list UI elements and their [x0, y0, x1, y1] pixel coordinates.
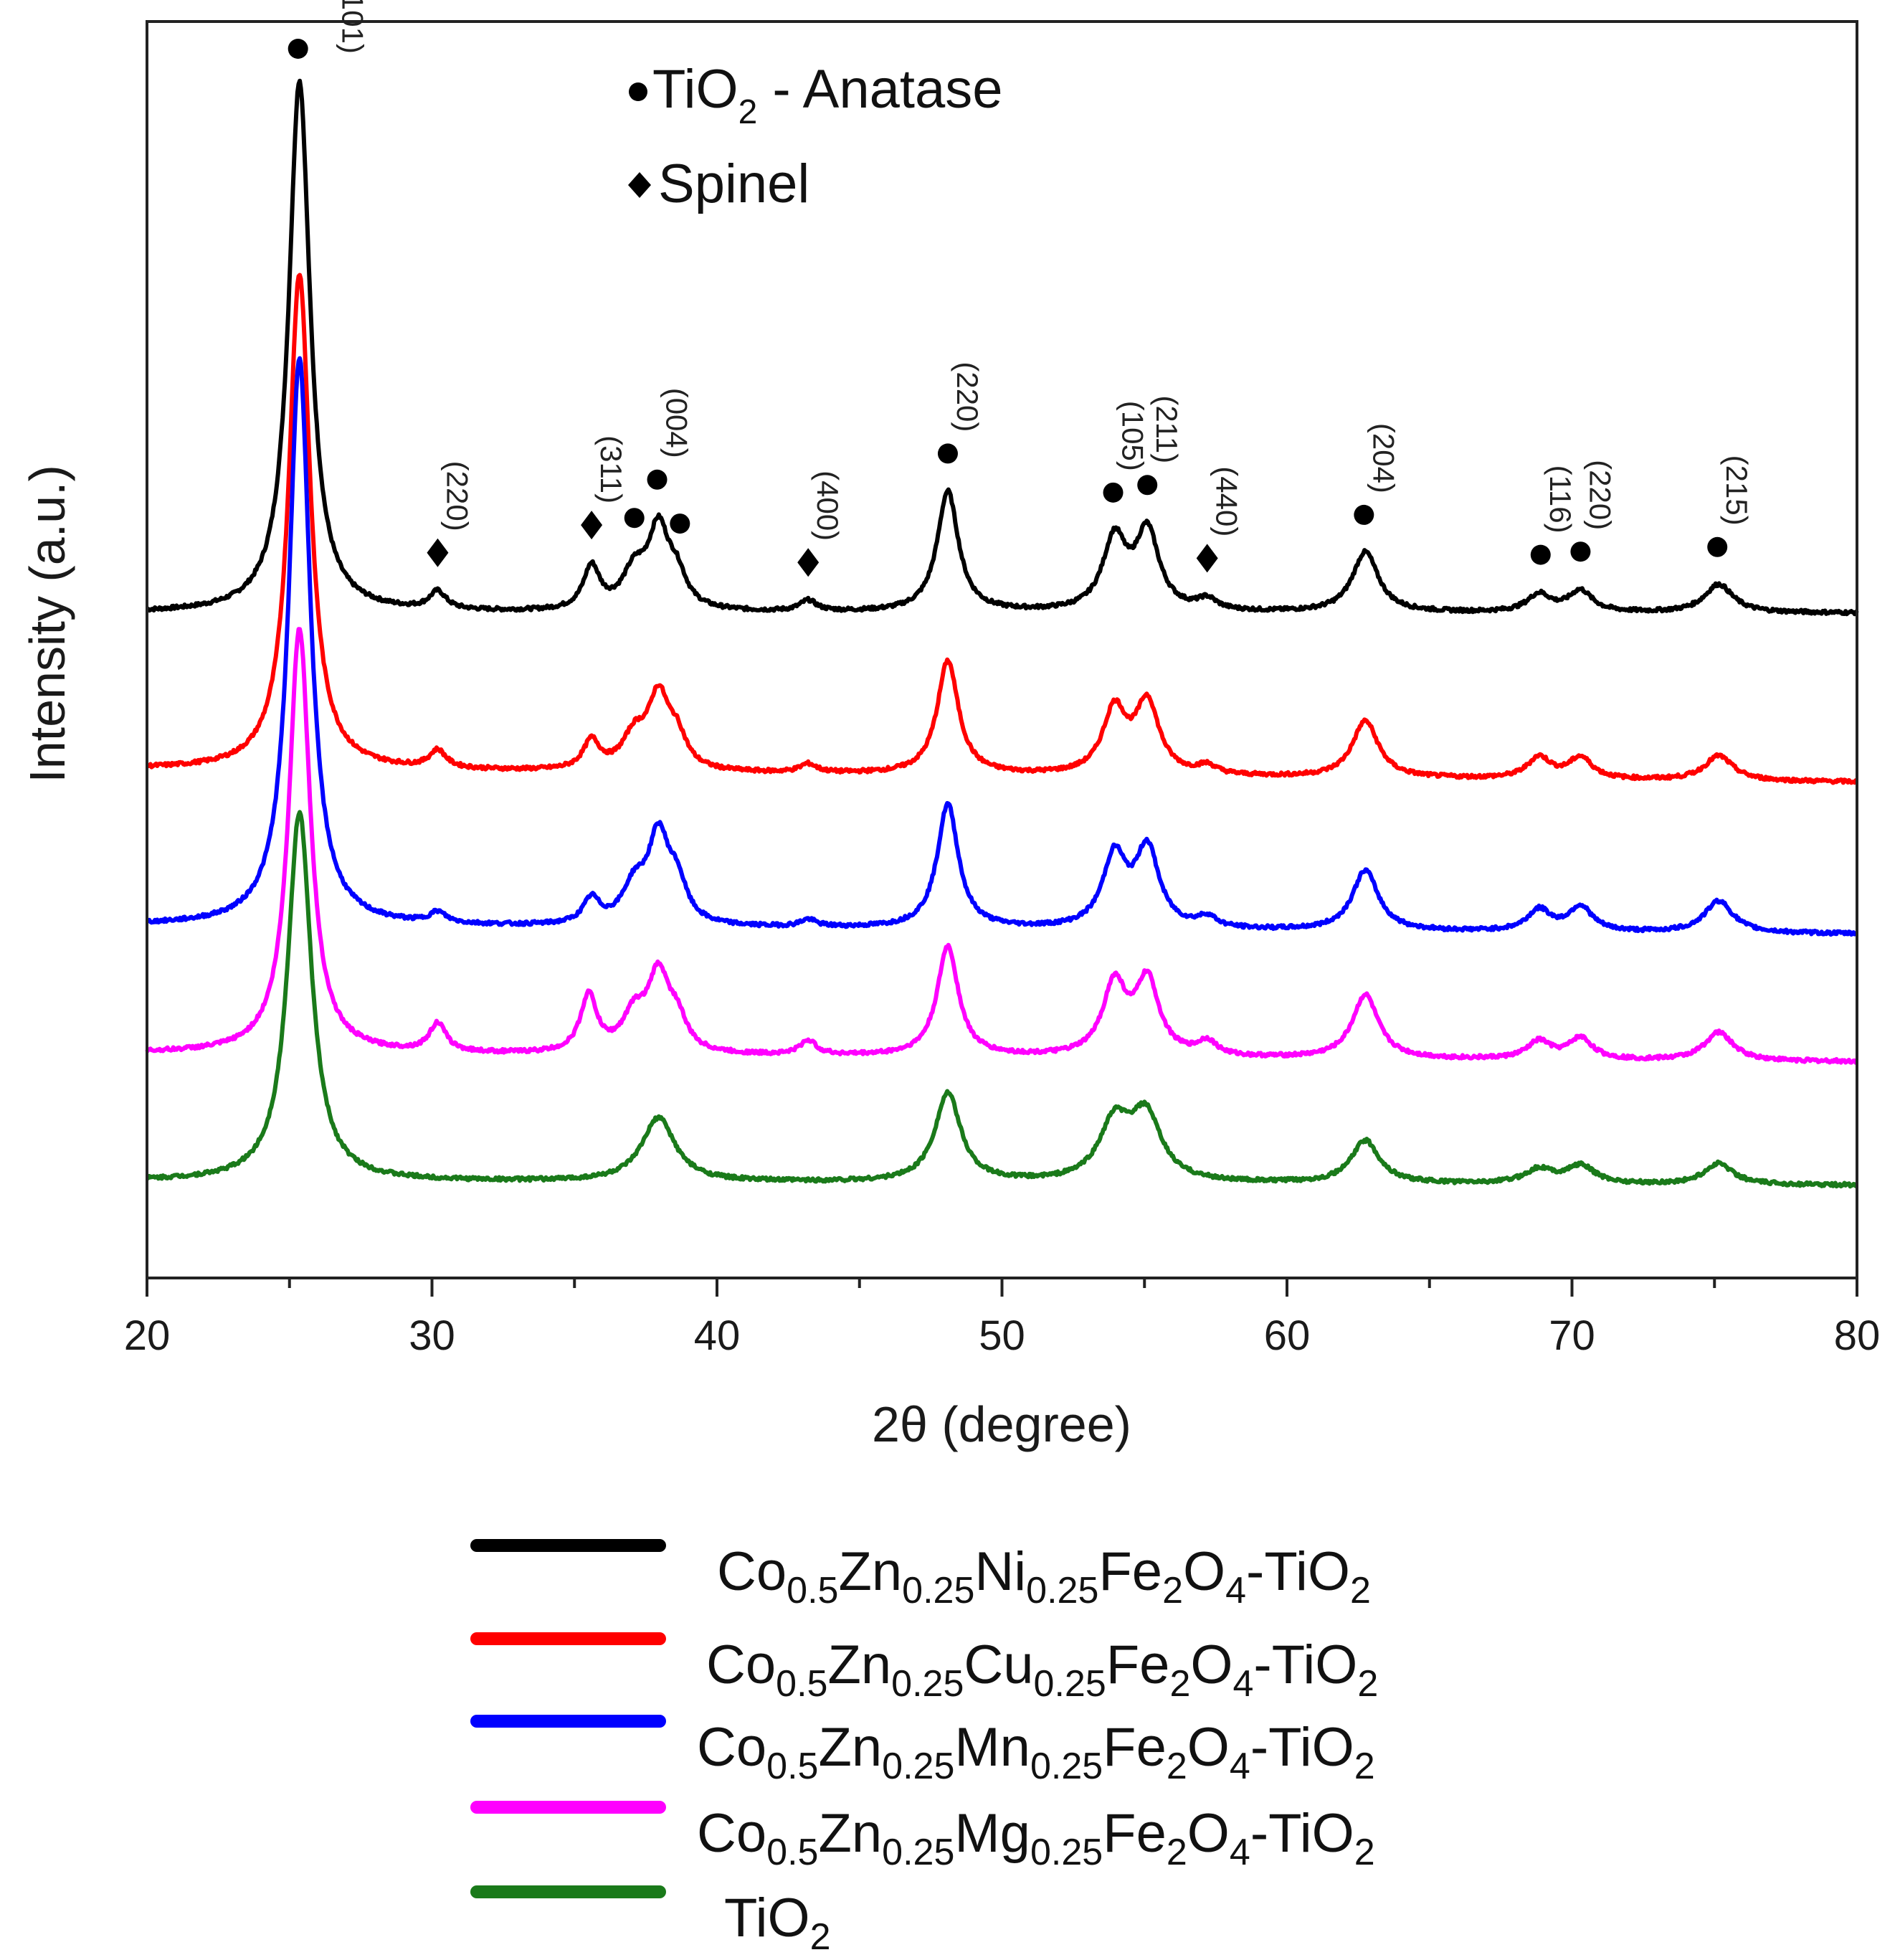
series-line-2 [146, 273, 1858, 785]
reflection-markers: (101) (220) (311) (004) (400) (220) (105) (211)… [288, 0, 1754, 577]
legend-label: Co0.5Zn0.25Mg0.25Fe2O4-TiO2 [697, 1803, 1375, 1873]
series-line-4 [145, 627, 1858, 1065]
x-tick-label: 30 [409, 1312, 455, 1359]
anatase-key-label: TiO2 - Anatase [652, 59, 1003, 131]
plane-label: (211) [1150, 395, 1184, 463]
anatase-marker [670, 513, 690, 534]
plane-label: (215) [1720, 455, 1754, 526]
anatase-marker [647, 469, 668, 490]
x-tick-label: 60 [1264, 1312, 1311, 1359]
legend-label: Co0.5Zn0.25Ni0.25Fe2O4-TiO2 [717, 1541, 1371, 1611]
plane-label: (105) [1116, 401, 1150, 471]
anatase-marker [288, 39, 308, 59]
plane-label: (220) [1583, 460, 1617, 530]
legend-label: Co0.5Zn0.25Mn0.25Fe2O4-TiO2 [697, 1717, 1375, 1787]
anatase-key-marker [629, 82, 647, 101]
anatase-marker [1530, 544, 1551, 565]
anatase-marker [1570, 541, 1591, 562]
phase-key: TiO2 - Anatase Spinel [628, 59, 1003, 214]
x-tick-label: 70 [1549, 1312, 1595, 1359]
spinel-marker [427, 538, 449, 567]
plane-label: (004) [660, 388, 694, 458]
anatase-marker [937, 443, 958, 464]
anatase-marker [1137, 475, 1158, 496]
spinel-marker [581, 511, 603, 540]
anatase-marker [624, 508, 645, 529]
anatase-marker [1103, 482, 1124, 503]
x-axis-ticks: 20 30 40 50 60 70 80 [124, 1278, 1881, 1359]
x-tick-label: 80 [1834, 1312, 1881, 1359]
plane-label: (116) [1544, 465, 1577, 534]
legend: Co0.5Zn0.25Ni0.25Fe2O4-TiO2 Co0.5Zn0.25Cu… [470, 1539, 1378, 1958]
x-tick-label: 20 [124, 1312, 171, 1359]
series-line-1 [146, 78, 1859, 617]
series-line-5 [146, 810, 1858, 1189]
plane-label: (220) [951, 361, 984, 432]
plane-label: (101) [336, 0, 370, 54]
legend-label: Co0.5Zn0.25Cu0.25Fe2O4-TiO2 [706, 1634, 1378, 1705]
plane-label: (220) [440, 461, 474, 531]
y-axis-title: Intensity (a.u.) [19, 465, 75, 783]
x-tick-label: 50 [979, 1312, 1025, 1359]
x-tick-label: 40 [694, 1312, 741, 1359]
plane-label: (311) [594, 435, 628, 503]
plane-label: (204) [1367, 423, 1400, 493]
spinel-marker [1196, 544, 1218, 573]
spinel-marker [797, 548, 820, 577]
spinel-key-label: Spinel [658, 153, 809, 214]
spinel-key-marker [628, 172, 651, 198]
series-line-3 [146, 356, 1858, 937]
series-layer [145, 78, 1859, 1189]
anatase-marker [1707, 536, 1728, 557]
legend-label: TiO2 [724, 1888, 831, 1958]
plane-label: (440) [1210, 466, 1244, 536]
plane-label: (400) [811, 470, 845, 541]
x-axis-title: 2θ (degree) [872, 1396, 1131, 1452]
anatase-marker [1354, 504, 1374, 525]
